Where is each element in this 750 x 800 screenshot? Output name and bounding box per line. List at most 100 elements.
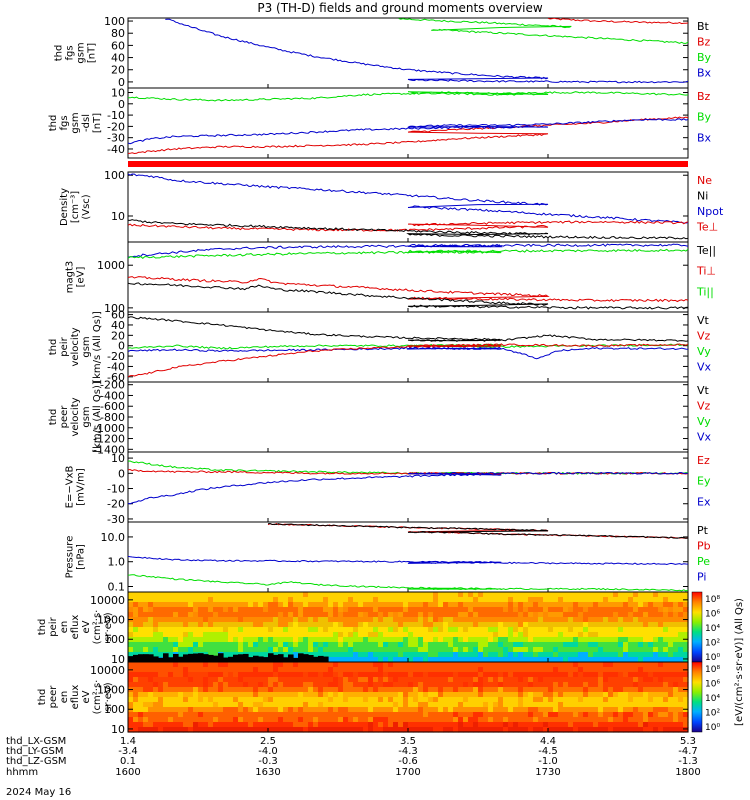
spectrogram-cell <box>343 722 349 728</box>
spectrogram-cell <box>353 722 359 728</box>
spectrogram-cell <box>513 702 519 708</box>
spectrogram-cell <box>358 592 364 598</box>
spectrogram-cell <box>623 702 629 708</box>
spectrogram-cell <box>188 667 194 673</box>
spectrogram-cell <box>643 692 649 698</box>
spectrogram-cell <box>368 727 374 733</box>
spectrogram-cell <box>658 592 664 598</box>
spectrogram-cell <box>538 612 544 618</box>
spectrogram-cell <box>293 662 299 668</box>
spectrogram-cell <box>538 592 544 598</box>
spectrogram-cell <box>508 622 514 628</box>
spectrogram-gap <box>193 653 199 662</box>
spectrogram-cell <box>488 727 494 733</box>
spectrogram-cell <box>323 617 329 623</box>
spectrogram-cell <box>473 687 479 693</box>
spectrogram-gap <box>143 654 149 662</box>
spectrogram-cell <box>653 717 659 723</box>
spectrogram-cell <box>573 632 579 638</box>
spectrogram-cell <box>308 612 314 618</box>
spectrogram-cell <box>648 652 654 658</box>
spectrogram-cell <box>623 682 629 688</box>
spectrogram-cell <box>203 687 209 693</box>
spectrogram-cell <box>478 667 484 673</box>
spectrogram-cell <box>303 687 309 693</box>
spectrogram-cell <box>683 627 689 633</box>
spectrogram-cell <box>228 622 234 628</box>
spectrogram-cell <box>293 672 299 678</box>
y-label-line: gsm <box>81 336 92 357</box>
spectrogram-cell <box>433 677 439 683</box>
spectrogram-cell <box>428 717 434 723</box>
spectrogram-cell <box>543 712 549 718</box>
spectrogram-cell <box>478 702 484 708</box>
spectrogram-cell <box>323 702 329 708</box>
spectrogram-cell <box>178 602 184 608</box>
y-label-line: peir <box>48 616 59 636</box>
spectrogram-cell <box>343 592 349 598</box>
spectrogram-cell <box>588 667 594 673</box>
spectrogram-cell <box>608 657 614 663</box>
spectrogram-cell <box>518 722 524 728</box>
spectrogram-cell <box>513 647 519 653</box>
spectrogram-cell <box>148 687 154 693</box>
spectrogram-cell <box>518 622 524 628</box>
spectrogram-cell <box>158 647 164 653</box>
spectrogram-cell <box>578 622 584 628</box>
spectrogram-cell <box>628 692 634 698</box>
spectrogram-cell <box>393 687 399 693</box>
spectrogram-cell <box>383 662 389 668</box>
spectrogram-cell <box>393 707 399 713</box>
spectrogram-cell <box>253 612 259 618</box>
spectrogram-cell <box>408 662 414 668</box>
spectrogram-cell <box>143 722 149 728</box>
spectrogram-cell <box>543 702 549 708</box>
spectrogram-cell <box>418 602 424 608</box>
spectrogram-cell <box>318 727 324 733</box>
spectrogram-cell <box>373 607 379 613</box>
spectrogram-cell <box>288 707 294 713</box>
spectrogram-cell <box>308 647 314 653</box>
spectrogram-cell <box>138 692 144 698</box>
spectrogram-cell <box>373 702 379 708</box>
spectrogram-cell <box>478 597 484 603</box>
spectrogram-cell <box>628 707 634 713</box>
y-tick-label: -200 <box>100 379 125 392</box>
spectrogram-cell <box>133 697 139 703</box>
spectrogram-cell <box>373 657 379 663</box>
spectrogram-cell <box>648 657 654 663</box>
spectrogram-cell <box>638 602 644 608</box>
spectrogram-cell <box>128 647 134 653</box>
spectrogram-cell <box>438 692 444 698</box>
spectrogram-cell <box>658 622 664 628</box>
spectrogram-cell <box>508 617 514 623</box>
spectrogram-cell <box>488 597 494 603</box>
spectrogram-cell <box>533 652 539 658</box>
spectrogram-cell <box>313 687 319 693</box>
spectrogram-cell <box>543 707 549 713</box>
spectrogram-cell <box>133 622 139 628</box>
spectrogram-cell <box>213 712 219 718</box>
spectrogram-cell <box>213 647 219 653</box>
spectrogram-cell <box>528 602 534 608</box>
spectrogram-cell <box>518 642 524 648</box>
spectrogram-cell <box>398 692 404 698</box>
spectrogram-cell <box>313 642 319 648</box>
spectrogram-cell <box>588 697 594 703</box>
spectrogram-cell <box>518 697 524 703</box>
spectrogram-cell <box>168 697 174 703</box>
spectrogram-cell <box>473 727 479 733</box>
spectrogram-cell <box>313 727 319 733</box>
spectrogram-cell <box>463 697 469 703</box>
spectrogram-cell <box>358 682 364 688</box>
spectrogram-cell <box>653 642 659 648</box>
spectrogram-cell <box>348 637 354 643</box>
spectrogram-cell <box>383 617 389 623</box>
spectrogram-cell <box>513 682 519 688</box>
spectrogram-cell <box>388 717 394 723</box>
spectrogram-cell <box>208 662 214 668</box>
spectrogram-cell <box>338 687 344 693</box>
spectrogram-cell <box>428 622 434 628</box>
spectrogram-cell <box>183 727 189 733</box>
spectrogram-cell <box>153 677 159 683</box>
